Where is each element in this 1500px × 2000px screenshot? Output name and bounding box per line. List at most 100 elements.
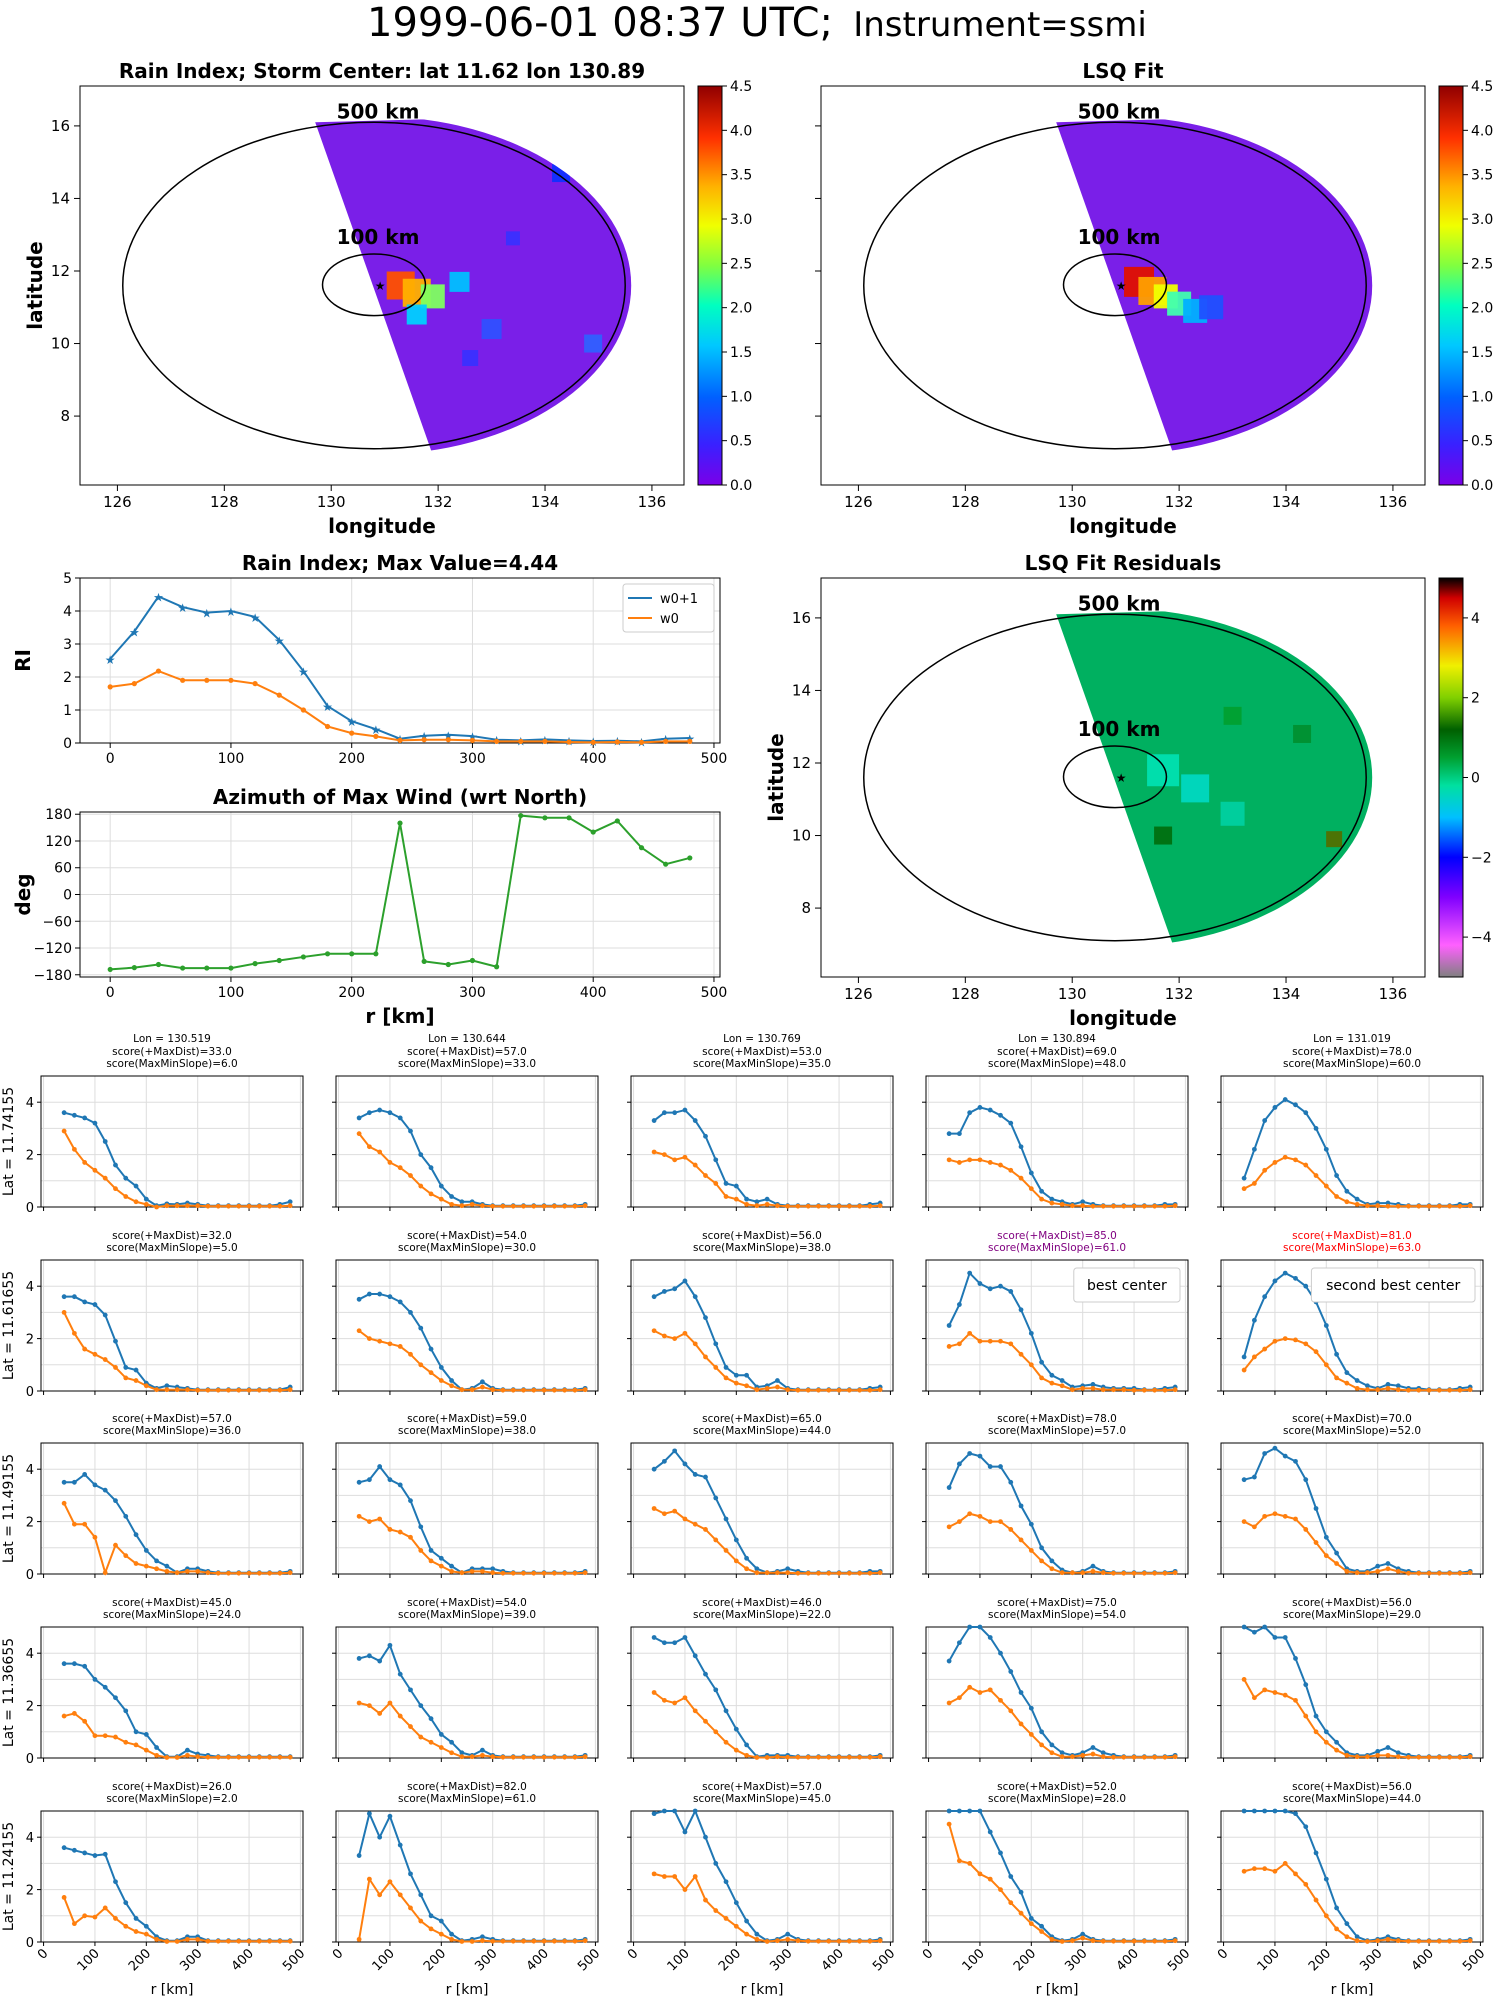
data-point [252,681,258,687]
data-point [256,1754,262,1760]
data-point [723,1181,729,1186]
profile-line [63,1130,291,1209]
data-point [92,1733,98,1739]
data-point [638,739,645,745]
candidate-panel: 0 2 4 score(+MaxDist)=45.0score(MaxMinSlope… [1,1597,304,1767]
data-point [1039,1196,1044,1202]
data-point [71,1294,77,1300]
data-point [123,1923,129,1929]
x-tick-label: 400 [229,1946,257,1974]
data-point [113,1695,118,1701]
data-point [723,1194,729,1199]
data-point [366,1703,372,1708]
data-point [1152,1754,1158,1760]
data-point [1018,1307,1024,1313]
candidate-panel: score(+MaxDist)=65.0score(MaxMinSlope)=4… [627,1413,894,1578]
data-point [377,1464,383,1469]
data-point [366,1291,372,1297]
data-point [397,1165,403,1171]
data-point [1334,1926,1339,1932]
y-tick-label: 60 [54,861,72,877]
data-point [682,1330,688,1336]
data-point [133,1561,139,1566]
data-point [1121,1754,1127,1760]
data-point [267,1938,273,1944]
y-tick-label: 4 [26,1463,34,1478]
data-point [703,1315,708,1321]
panel-slope-score: score(MaxMinSlope)=61.0 [988,1242,1126,1254]
data-point: ★ [274,634,285,648]
data-point [542,738,548,744]
data-point [744,1196,749,1202]
data-point [795,1203,801,1209]
y-tick-label: 8 [60,407,70,425]
data-point [1344,1934,1350,1940]
data-point [408,1128,413,1134]
profile-line [64,1473,291,1574]
colorbar-tick-label: 4.0 [1471,123,1493,139]
data-point [1039,1729,1044,1735]
x-tick-label: 500 [701,985,728,1001]
row-label: Lat = 11.74155 [1,1087,17,1196]
ring-500km-label: 500 km [337,100,420,124]
panel-score: score(+MaxDist)=56.0 [702,1230,822,1242]
plot-frame [1220,1075,1484,1208]
data-point [1162,1754,1168,1760]
swath-cell [505,231,520,246]
data-point [82,1850,88,1856]
data-point [510,1387,516,1393]
data-point [373,733,379,740]
panel-score: score(+MaxDist)=59.0 [407,1413,527,1425]
profile-line [948,1686,1176,1759]
data-point [826,1570,832,1576]
data-point [236,1570,242,1576]
data-point [967,1270,973,1276]
data-point [1018,1503,1024,1509]
data-point [703,1173,708,1178]
data-point [1262,1513,1268,1519]
data-point [867,1387,873,1393]
data-point [956,1519,962,1524]
data-point [418,1703,424,1708]
swath-cell [1223,706,1242,725]
data-point [1262,1118,1268,1123]
data-point [185,1387,190,1393]
data-point [102,1139,108,1144]
data-point [397,1115,403,1121]
data-point [1293,1458,1298,1464]
ring-500km [863,613,1367,942]
swath-cell [1326,831,1343,848]
data-point [92,1351,98,1357]
data-point [998,1697,1003,1703]
data-point [459,1199,465,1205]
data-point [1100,1938,1106,1944]
profile-line [1243,1678,1471,1759]
data-point [356,1700,362,1706]
y-tick-label: 12 [51,262,70,280]
data-point [661,1110,667,1116]
data-point [987,1160,993,1165]
profile-line [653,1691,881,1759]
profile-line [63,1502,291,1576]
data-point [1365,1387,1370,1393]
data-point [102,1570,108,1576]
x-tick-label: 0 [1215,1946,1231,1962]
data-point [713,1687,719,1693]
column-label: Lon = 130.644 [428,1033,506,1045]
row-label: Lat = 11.61655 [1,1271,17,1380]
data-point [154,1745,159,1750]
data-point [1018,1910,1024,1916]
swath-cell [1181,774,1210,803]
x-tick-label: 0 [106,985,115,1001]
data-point [1354,1201,1360,1207]
data-point [1172,1387,1178,1393]
data-point [521,1203,526,1209]
data-point [775,1384,780,1390]
data-point [113,1498,118,1504]
data-point [692,1472,698,1477]
data-point [143,1383,149,1389]
row-label: Lat = 11.36655 [1,1638,17,1747]
data-point [785,1570,791,1576]
data-point [438,1378,444,1383]
data-point [1303,1162,1309,1168]
